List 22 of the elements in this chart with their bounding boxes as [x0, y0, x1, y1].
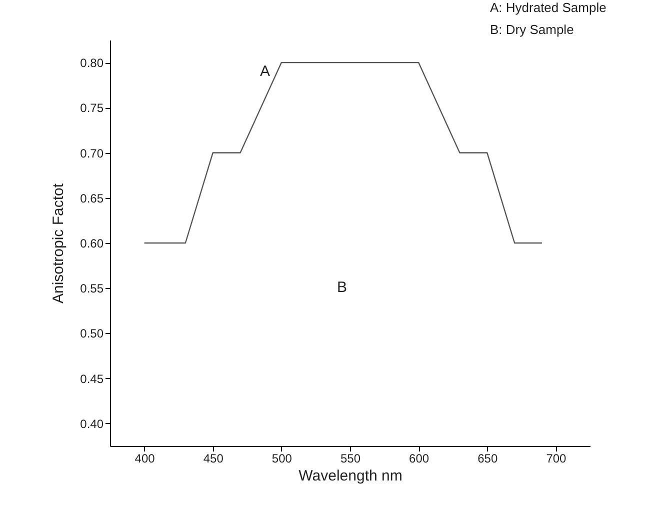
- x-tick-label: 700: [546, 452, 567, 466]
- y-tick-label: 0.70: [80, 146, 104, 160]
- text: B: Dry Sample: [490, 22, 574, 37]
- y-tick-label: 0.40: [80, 416, 104, 431]
- x-tick-label: 400: [134, 452, 156, 466]
- y-tick-label: 0.50: [80, 326, 104, 341]
- y-axis-title: Anisotropic Factot: [50, 182, 68, 304]
- annotation: B: [336, 279, 348, 296]
- y-tick-label: 0.80: [80, 56, 104, 70]
- y-tick-label: 0.45: [80, 372, 104, 386]
- y-tick-label: 0.65: [80, 191, 104, 206]
- annotation: A: [260, 63, 270, 80]
- x-tick-label: 600: [409, 452, 430, 466]
- y-tick-label: 0.75: [80, 101, 104, 116]
- x-tick-label: 450: [203, 452, 224, 466]
- x-tick-label: 550: [340, 452, 361, 466]
- x-tick-label: 500: [272, 452, 292, 466]
- text: A: Hydrated Sample: [490, 0, 606, 15]
- y-tick-label: 0.55: [80, 282, 104, 296]
- x-tick-label: 650: [478, 452, 498, 466]
- y-tick-label: 0.60: [80, 236, 104, 250]
- x-axis-title: Wavelength nm: [298, 468, 402, 484]
